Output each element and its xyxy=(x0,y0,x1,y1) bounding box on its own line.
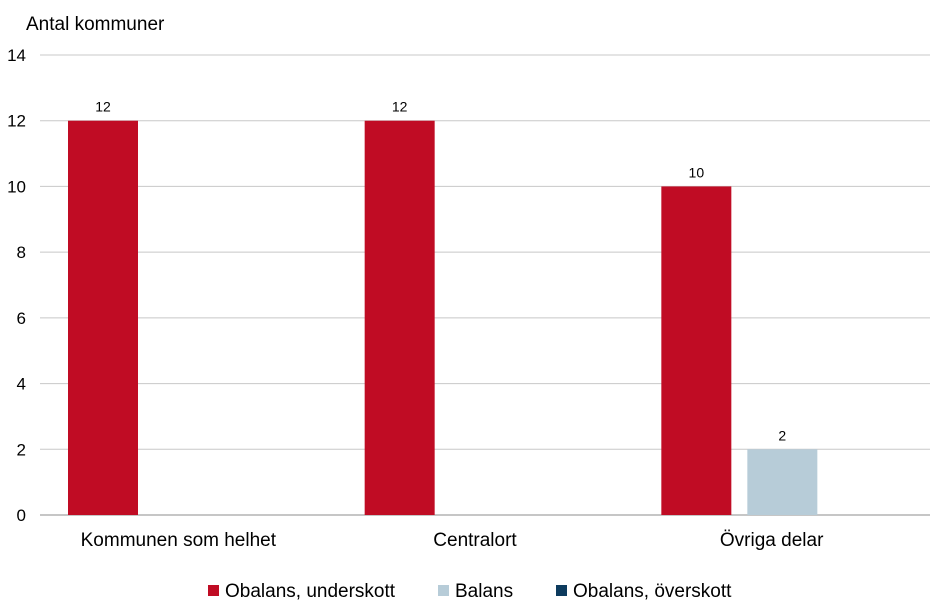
y-tick-label: 4 xyxy=(17,375,26,394)
legend-label: Obalans, överskott xyxy=(573,581,732,602)
bar xyxy=(747,449,818,515)
data-label: 2 xyxy=(778,427,786,443)
y-tick-label: 2 xyxy=(17,440,26,459)
data-label: 12 xyxy=(95,99,111,115)
legend-label: Obalans, underskott xyxy=(225,581,396,602)
y-axis-label: Antal kommuner xyxy=(26,14,165,35)
y-tick-label: 0 xyxy=(17,506,26,525)
legend: Obalans, underskott Balans Obalans, översk… xyxy=(208,581,732,602)
y-axis-ticks: 0 2 4 6 8 10 12 14 xyxy=(7,46,26,525)
category-label: Centralort xyxy=(433,530,517,551)
y-tick-label: 14 xyxy=(7,46,26,65)
legend-swatch xyxy=(438,585,449,596)
y-tick-label: 8 xyxy=(17,243,26,262)
legend-label: Balans xyxy=(455,581,513,602)
bar xyxy=(68,120,138,515)
legend-swatch xyxy=(208,585,219,596)
legend-swatch xyxy=(556,585,567,596)
data-labels: 12 12 10 2 xyxy=(95,99,786,444)
data-label: 10 xyxy=(689,164,705,180)
bar xyxy=(364,120,435,515)
category-labels: Kommunen som helhet Centralort Övriga dela… xyxy=(81,530,824,551)
category-label: Kommunen som helhet xyxy=(81,530,277,551)
bar xyxy=(661,186,732,515)
y-tick-label: 12 xyxy=(7,112,26,131)
category-label: Övriga delar xyxy=(720,530,824,551)
gridlines xyxy=(40,54,930,516)
y-tick-label: 10 xyxy=(7,177,26,196)
y-tick-label: 6 xyxy=(17,309,26,328)
data-label: 12 xyxy=(392,99,408,115)
bars xyxy=(68,120,818,515)
